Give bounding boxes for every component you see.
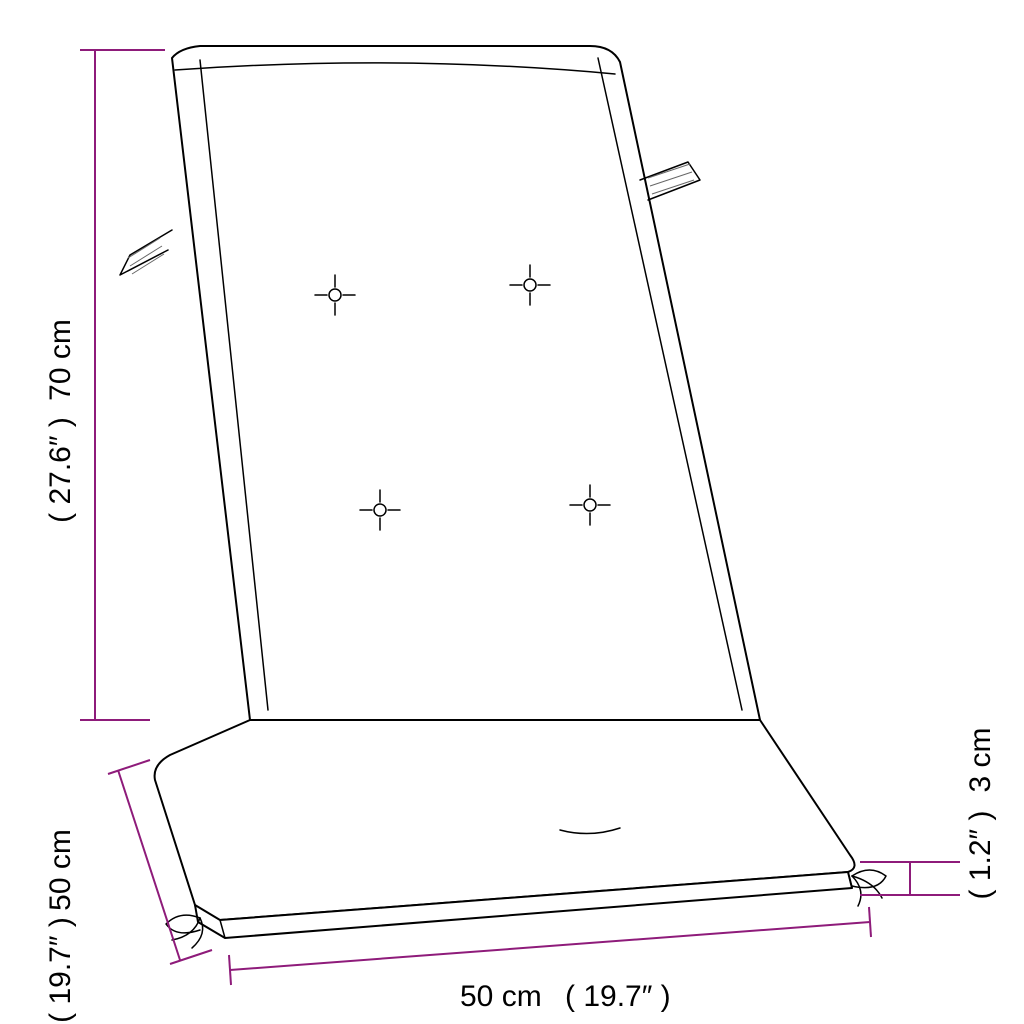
label-back-height-metric: 70 cm xyxy=(44,319,77,401)
dim-back-height xyxy=(80,50,165,720)
label-seat-depth-imperial: ( 19.7″ ) xyxy=(44,917,77,1023)
label-thickness-metric: 3 cm xyxy=(964,727,997,792)
dimension-diagram: 70 cm ( 27.6″ ) 50 cm ( 19.7″ ) 50 cm ( … xyxy=(0,0,1024,1024)
label-thickness-imperial: ( 1.2″ ) xyxy=(964,811,997,900)
tie-seat-right xyxy=(852,870,886,906)
label-seat-width-metric: 50 cm xyxy=(460,980,542,1013)
label-seat-depth-metric: 50 cm xyxy=(44,829,77,911)
cushion-drawing xyxy=(120,46,886,948)
dim-thickness xyxy=(860,862,960,895)
label-seat-width-imperial: ( 19.7″ ) xyxy=(565,980,671,1013)
tie-top-left xyxy=(120,230,172,275)
label-back-height-imperial: ( 27.6″ ) xyxy=(44,417,77,523)
